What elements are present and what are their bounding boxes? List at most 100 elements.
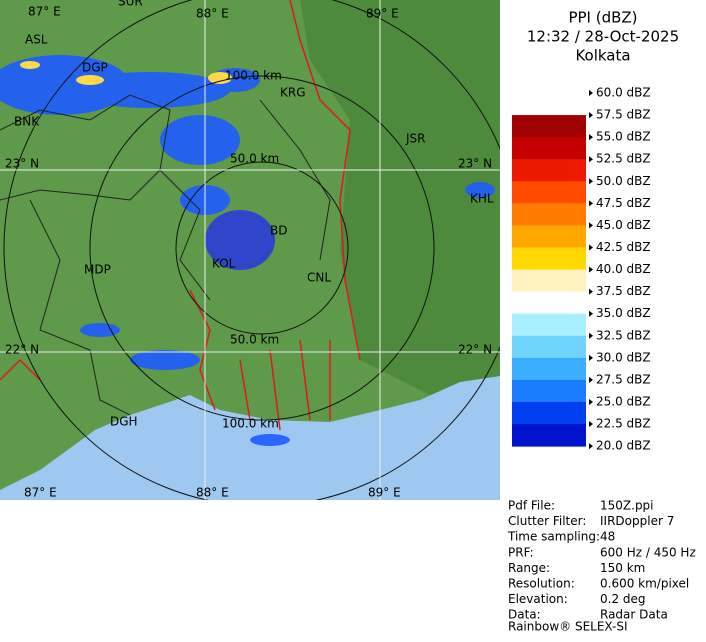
map: 87° E 88° E 89° E 87° E 88° E 89° E 23° … <box>0 0 500 500</box>
legend-tick <box>589 332 593 339</box>
info-value: Radar Data <box>600 608 668 622</box>
info-label: Elevation: <box>508 592 568 606</box>
legend-tick <box>589 134 593 141</box>
legend-label: 30.0 dBZ <box>596 350 651 364</box>
place: KRG <box>280 86 306 100</box>
legend-label: 20.0 dBZ <box>596 439 651 453</box>
info-table: Pdf File: 150Z.ppi Clutter Filter: IIRDoppl… <box>507 499 696 622</box>
place: BNK <box>14 115 40 129</box>
info-value: 150Z.ppi <box>600 499 654 513</box>
legend-swatch <box>512 159 586 182</box>
sea <box>0 376 500 500</box>
info-value: 0.2 deg <box>600 592 646 606</box>
legend-swatch <box>512 401 586 425</box>
graticule <box>0 0 500 500</box>
legend-swatch <box>512 335 586 359</box>
place: KOL <box>212 257 236 271</box>
legend-swatch <box>512 225 586 248</box>
legend-swatch <box>512 313 586 337</box>
map-labels: 87° E 88° E 89° E 87° E 88° E 89° E 23° … <box>5 0 494 500</box>
legend-tick <box>589 398 593 405</box>
legend-label: 60.0 dBZ <box>596 86 651 100</box>
legend-tick <box>589 266 593 273</box>
info-value: 0.600 km/pixel <box>600 577 689 591</box>
legend-label: 47.5 dBZ <box>596 196 651 210</box>
legend-tick <box>589 90 593 96</box>
info-label: Clutter Filter: <box>508 514 586 528</box>
legend-swatch <box>512 137 586 160</box>
grid-label: 22° N <box>5 343 39 357</box>
radar-echoes-strong <box>20 61 232 85</box>
grid-label: 89° E <box>366 7 399 21</box>
legend-label: 27.5 dBZ <box>596 372 651 386</box>
legend-tick <box>589 443 593 450</box>
legend-label: 22.5 dBZ <box>596 417 651 431</box>
legend: 60.0 dBZ 57.5 dBZ 55.0 dBZ 52.5 dBZ 50.0 dBZ… <box>512 70 651 453</box>
legend-label: 42.5 dBZ <box>596 240 651 254</box>
legend-tick <box>589 200 593 207</box>
grid-label: 88° E <box>196 486 229 500</box>
place: DGP <box>82 61 108 75</box>
grid-label: 88° E <box>196 7 229 21</box>
legend-label: 25.0 dBZ <box>596 394 651 408</box>
legend-tick <box>589 178 593 185</box>
info-value: 150 km <box>600 561 645 575</box>
place: CNL <box>307 271 331 285</box>
legend-tick <box>589 156 593 163</box>
place: ASL <box>25 33 48 47</box>
grid-label: 23° N <box>5 157 39 171</box>
legend-tick <box>589 421 593 428</box>
legend-swatch <box>512 424 586 447</box>
ring-label: 100.0 km <box>225 69 282 83</box>
boundaries <box>0 94 331 416</box>
legend-label: 57.5 dBZ <box>596 108 651 122</box>
legend-background <box>512 70 586 93</box>
legend-swatch <box>512 247 586 271</box>
legend-label: 55.0 dBZ <box>596 130 651 144</box>
legend-tick <box>589 310 593 317</box>
legend-swatch <box>512 203 586 226</box>
place: JSR <box>405 132 426 146</box>
site: Kolkata <box>575 47 630 65</box>
place: MDP <box>84 263 111 277</box>
info-value: IIRDoppler 7 <box>600 514 674 528</box>
legend-label: 50.0 dBZ <box>596 174 651 188</box>
legend-swatch <box>512 357 586 381</box>
info-value: 600 Hz / 450 Hz <box>600 545 696 559</box>
legend-swatch <box>512 93 586 116</box>
legend-tick <box>589 288 593 295</box>
grid-label: 87° E <box>24 486 57 500</box>
info-value: 48 <box>600 530 615 544</box>
range-rings <box>3 0 500 500</box>
legend-label: 40.0 dBZ <box>596 262 651 276</box>
legend-swatch <box>512 379 586 403</box>
info-label: PRF: <box>508 545 534 559</box>
grid-label: 87° E <box>28 5 61 19</box>
legend-tick <box>589 354 593 361</box>
land-east <box>300 0 500 395</box>
legend-label: 37.5 dBZ <box>596 284 651 298</box>
legend-tick <box>589 244 593 251</box>
legend-swatch <box>512 269 586 293</box>
info-label: Range: <box>508 561 550 575</box>
ring-label: 100.0 km <box>222 417 279 431</box>
legend-swatch <box>512 181 586 204</box>
info-label: Pdf File: <box>508 499 555 513</box>
footer: Rainbow® SELEX-SI <box>508 620 628 634</box>
info-label: Data: <box>508 608 541 622</box>
info-label: Time sampling: <box>507 530 600 544</box>
radar-echoes <box>0 55 495 446</box>
place: KHL <box>470 192 494 206</box>
place: DGH <box>110 415 138 429</box>
legend-tick <box>589 112 593 119</box>
legend-swatch <box>512 115 586 138</box>
place: SUR <box>118 0 143 9</box>
legend-label: 35.0 dBZ <box>596 306 651 320</box>
ring-label: 50.0 km <box>230 152 279 166</box>
place: BD <box>270 224 287 238</box>
ring-label: 50.0 km <box>230 333 279 347</box>
legend-swatch <box>512 291 586 315</box>
grid-label: 89° E <box>368 486 401 500</box>
legend-tick <box>589 222 593 229</box>
